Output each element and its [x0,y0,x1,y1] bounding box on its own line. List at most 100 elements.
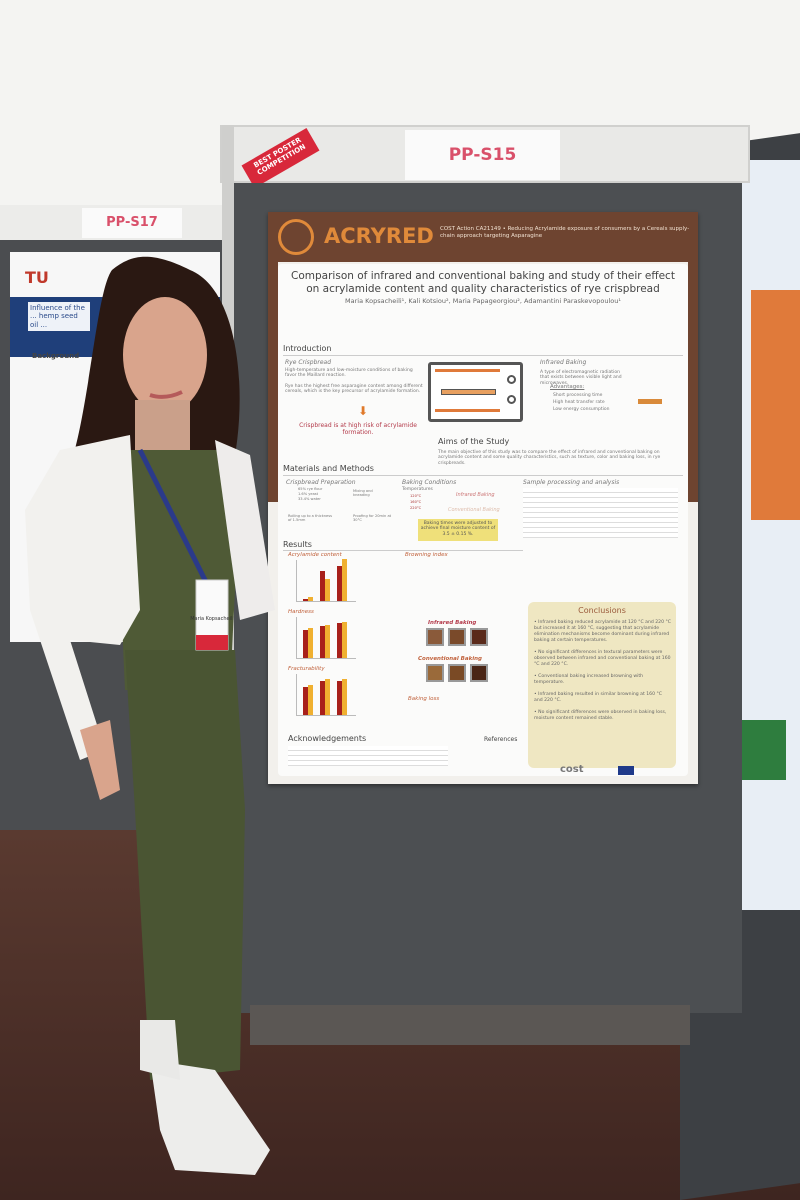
temp-1: 120°C [410,494,422,498]
bar [308,628,313,658]
moisture-note: Baking times were adjusted to achieve fi… [418,519,498,541]
prep-3: 33.4% water [298,497,321,501]
bar [337,566,342,601]
bar [337,681,342,715]
bake-heading: Baking Conditions [402,479,457,486]
bar [303,599,308,601]
adv-2: High heat transfer rate [553,400,605,405]
conv-label: Conventional Baking [448,507,500,513]
acryred-logo-icon [278,219,314,255]
prep-1: 65% rye flour [298,487,323,491]
crispbread-sample-image [470,664,488,682]
ref-heading: References [484,736,518,743]
left-poster-section: Background [32,352,80,360]
crispbread-sample-image [448,664,466,682]
bar [342,622,347,658]
crispbread-sample-image [426,664,444,682]
rye-text1: High-temperature and low-moisture condit… [285,368,413,379]
poster-side-right [688,262,698,502]
ir-heading: Infrared Baking [540,359,587,366]
crispbread-sample-image [470,628,488,646]
prep-heading: Crispbread Preparation [286,479,356,486]
bar [320,681,325,715]
bar [342,679,347,715]
tu-logo: TU [25,268,49,287]
sneaker-left [140,1020,180,1080]
adv-1: Short processing time [553,393,603,398]
right-poster-orange-block [751,290,800,520]
poster-title: Comparison of infrared and conventional … [291,270,675,295]
sample-text [523,488,678,538]
results-heading: Results [283,540,312,549]
results-bar-chart [296,559,356,602]
baking-loss-title: Baking loss [408,696,440,702]
rye-heading: Rye Crispbread [285,359,332,366]
left-board-label: PP-S17 [82,208,182,238]
rye-text2: Rye has the highest free asparagine cont… [285,384,423,395]
eu-flag-icon [618,766,634,775]
bar [303,630,308,658]
bar [308,597,313,601]
badge-name: Maria Kopsacheili [190,616,234,622]
prep-4: Mixing and kneading [353,489,373,498]
prep-6: Proofing for 20min at 30°C [353,514,392,523]
poster-header: ACRYRED COST Action CA21149 • Reducing A… [268,212,698,262]
oven-illustration-icon [428,362,523,422]
adv-3: Low energy consumption [553,407,610,412]
poster-authors: Maria Kopsacheili¹, Kali Kotsiou², Maria… [345,297,621,305]
board-base [250,1005,690,1045]
chart-fracturability-title: Fracturability [288,666,325,672]
risk-text: Crispbread is at high risk of acrylamide… [299,422,417,437]
hand [80,720,120,800]
white-jacket [25,435,140,760]
bar [342,559,347,601]
conclusion-item: • No significant differences in textural… [534,649,671,667]
advantages-label: Advantages: [550,384,585,390]
person: Maria Kopsacheili [25,256,275,1175]
chart-hardness-title: Hardness [288,609,314,615]
prep-5: Rolling up to a thickness of 1.5mm [288,514,333,523]
conv-baking-title: Conventional Baking [418,656,482,662]
conclusion-item: • No significant differences were observ… [534,709,667,721]
bar [320,626,325,658]
ir-baking-title: Infrared Baking [428,620,477,626]
cost-logo: cost [560,764,584,775]
ir-text: A type of electromagnetic radiation that… [540,370,622,386]
intro-heading: Introduction [283,344,332,353]
poster-content: Comparison of infrared and conventional … [278,264,688,776]
results-bar-chart [296,617,356,659]
temp-3: 220°C [410,506,422,510]
temps-label: Temperatures [402,487,433,492]
ack-text [288,746,448,766]
chart-acrylamide-title: Acrylamide content [288,552,342,558]
cost-action-text: COST Action CA21149 • Reducing Acrylamid… [440,226,690,239]
prep-2: 1.6% yeast [298,492,319,496]
temp-2: 160°C [410,500,422,504]
ir-label: Infrared Baking [456,492,495,498]
face [123,297,207,413]
bar [325,579,330,601]
radiation-diagram-icon [638,399,662,404]
green-skirt [125,650,245,1080]
crispbread-sample-image [448,628,466,646]
crispbread-sample-image [426,628,444,646]
conclusions-heading: Conclusions [578,606,626,615]
ack-heading: Acknowledgements [288,734,367,743]
conclusion-item: • Infrared baking resulted in similar br… [534,691,662,703]
bar [325,679,330,715]
bar [308,685,313,715]
poster-side-left [268,262,278,502]
sneaker-right [150,1060,270,1175]
bar [325,625,330,658]
conclusions-box: Conclusions • Infrared baking reduced ac… [528,602,676,768]
browning-title: Browning index [405,552,448,558]
poster: ACRYRED COST Action CA21149 • Reducing A… [268,212,698,784]
main-board-label: PP-S15 [405,130,560,180]
sample-heading: Sample processing and analysis [523,479,620,486]
conclusion-item: • Conventional baking increased browning… [534,673,644,685]
aims-text: The main objective of this study was to … [438,450,661,466]
bar [303,687,308,715]
methods-heading: Materials and Methods [283,464,374,473]
results-bar-chart [296,674,356,716]
poster-brand: ACRYRED [324,224,434,248]
